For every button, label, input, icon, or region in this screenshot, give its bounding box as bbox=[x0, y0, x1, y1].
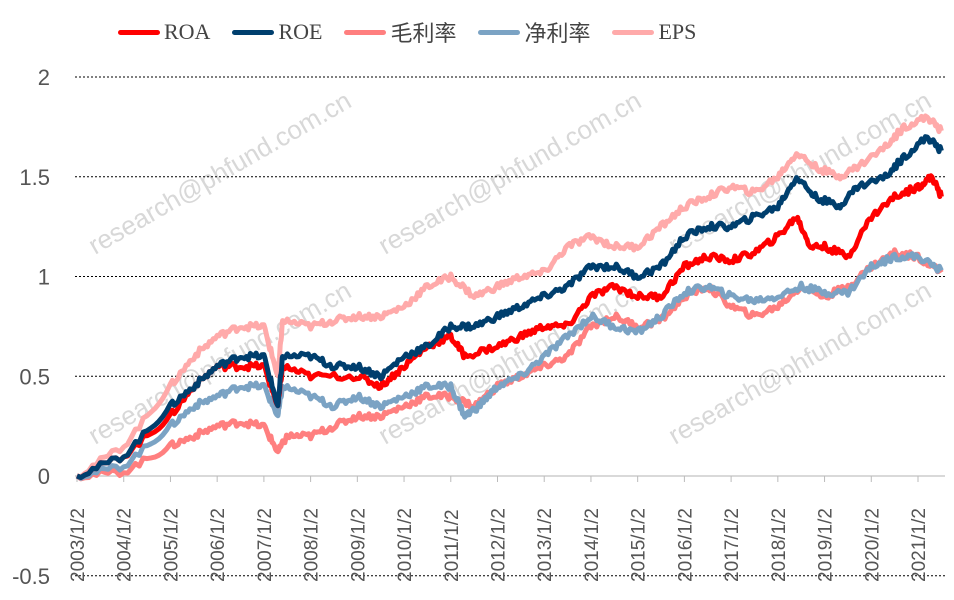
x-axis: 2003/1/2 2004/1/2 2005/1/2 2006/1/2 2007/1/2… bbox=[68, 476, 930, 582]
legend-swatch bbox=[232, 29, 275, 35]
legend: ROA ROE 毛利率 净利率 EPS bbox=[118, 16, 718, 48]
legend-label: ROA bbox=[164, 19, 211, 44]
x-tick-label: 2008/1/2 bbox=[302, 508, 323, 582]
legend-item: EPS bbox=[612, 19, 696, 45]
y-tick-label: 1 bbox=[38, 265, 50, 290]
series-line-EPS bbox=[76, 113, 944, 480]
legend-item: 毛利率 bbox=[344, 16, 456, 48]
x-tick-label: 2021/1/2 bbox=[909, 508, 930, 582]
y-tick-label: 2 bbox=[38, 65, 50, 90]
y-tick-label: 0.5 bbox=[19, 364, 50, 389]
x-tick-label: 2016/1/2 bbox=[675, 508, 696, 582]
x-tick-label: 2018/1/2 bbox=[769, 508, 790, 582]
legend-label: 净利率 bbox=[524, 21, 591, 46]
watermark-text: research@phfund.com.cn bbox=[663, 275, 936, 450]
x-tick-label: 2006/1/2 bbox=[208, 508, 229, 582]
x-tick-label: 2020/1/2 bbox=[862, 508, 883, 582]
y-tick-label: 0 bbox=[38, 464, 50, 489]
y-axis: -0.5 0 0.5 1 1.5 2 bbox=[12, 65, 50, 589]
series-line-ROE bbox=[76, 134, 944, 480]
x-tick-label: 2010/1/2 bbox=[395, 508, 416, 582]
watermark-text: research@phfund.com.cn bbox=[373, 85, 646, 260]
legend-label: EPS bbox=[658, 19, 697, 44]
x-tick-label: 2015/1/2 bbox=[629, 508, 650, 582]
legend-label: 毛利率 bbox=[390, 21, 457, 46]
legend-label: ROE bbox=[278, 19, 323, 44]
legend-item: ROE bbox=[232, 19, 322, 45]
legend-swatch bbox=[118, 29, 160, 35]
x-tick-label: 2014/1/2 bbox=[582, 508, 603, 582]
x-tick-label: 2019/1/2 bbox=[816, 508, 837, 582]
x-tick-label: 2017/1/2 bbox=[722, 508, 743, 582]
watermark: research@phfund.com.cn research@phfund.co… bbox=[83, 85, 936, 450]
x-tick-label: 2005/1/2 bbox=[161, 508, 182, 582]
y-tick-label: -0.5 bbox=[12, 564, 50, 589]
x-tick-label: 2003/1/2 bbox=[68, 508, 89, 582]
series-lines bbox=[75, 113, 944, 482]
x-tick-label: 2011/1/2 bbox=[442, 509, 463, 582]
series-line-净利率 bbox=[75, 251, 944, 481]
y-tick-label: 1.5 bbox=[19, 165, 50, 190]
x-tick-label: 2013/1/2 bbox=[535, 508, 556, 582]
legend-swatch bbox=[344, 29, 387, 35]
legend-item: ROA bbox=[118, 19, 210, 45]
watermark-text: research@phfund.com.cn bbox=[663, 85, 936, 260]
x-tick-label: 2012/1/2 bbox=[489, 508, 510, 582]
legend-item: 净利率 bbox=[478, 16, 590, 48]
x-tick-label: 2007/1/2 bbox=[255, 508, 276, 582]
watermark-text: research@phfund.com.cn bbox=[83, 85, 356, 260]
gridlines bbox=[75, 76, 945, 577]
x-tick-label: 2009/1/2 bbox=[348, 508, 369, 582]
x-tick-label: 2004/1/2 bbox=[115, 508, 136, 582]
legend-swatch bbox=[478, 29, 521, 35]
legend-swatch bbox=[612, 29, 655, 35]
